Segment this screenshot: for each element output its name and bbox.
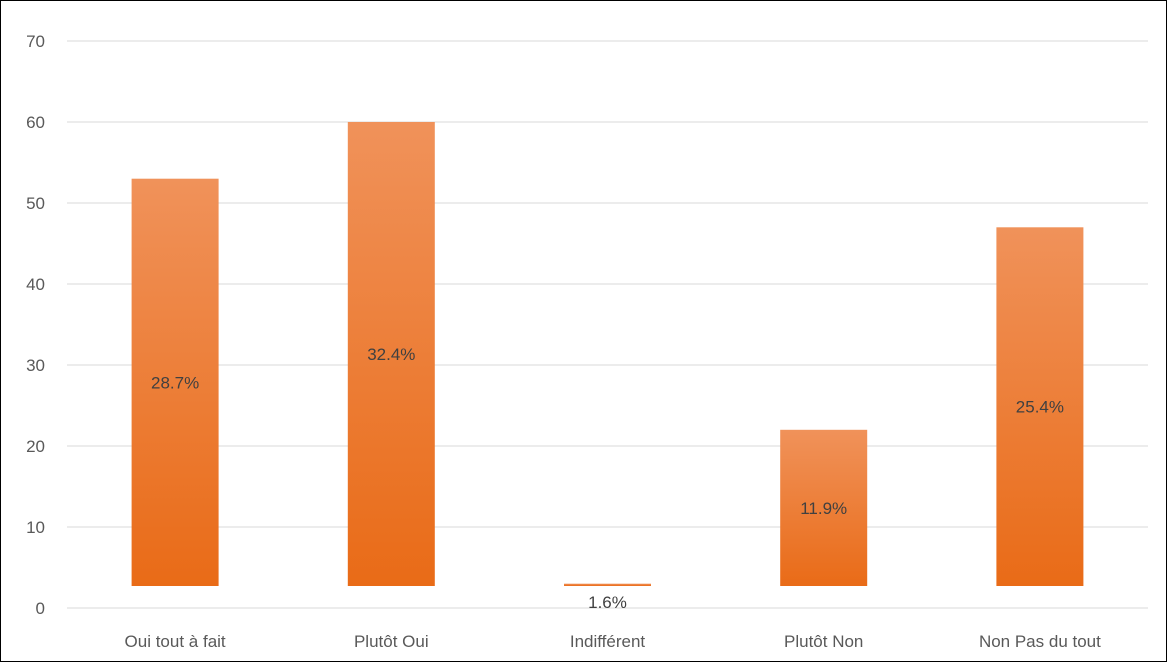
y-tick-label: 20	[26, 437, 45, 456]
bar	[996, 227, 1084, 587]
bar	[131, 178, 219, 586]
bar	[564, 583, 651, 586]
y-tick-label: 30	[26, 356, 45, 375]
bars	[131, 122, 1084, 587]
y-tick-label: 10	[26, 518, 45, 537]
gridlines	[67, 40, 1148, 609]
bar	[347, 122, 435, 586]
y-axis-ticks: 0 10 20 30 40 50 60 70	[26, 32, 45, 618]
y-tick-label: 50	[26, 194, 45, 213]
data-labels: 28.7% 32.4% 1.6% 11.9% 25.4%	[151, 345, 1064, 612]
x-tick-label: Plutôt Non	[784, 632, 863, 651]
y-tick-label: 40	[26, 275, 45, 294]
x-tick-label: Oui tout à fait	[125, 632, 226, 651]
bar	[780, 429, 868, 586]
data-label: 28.7%	[151, 373, 199, 392]
data-label: 25.4%	[1016, 398, 1064, 417]
data-label: 1.6%	[588, 593, 627, 612]
x-tick-label: Indifférent	[570, 632, 646, 651]
y-tick-label: 70	[26, 32, 45, 51]
x-axis-ticks: Oui tout à fait Plutôt Oui Indifférent Plut…	[125, 632, 1102, 651]
x-tick-label: Non Pas du tout	[979, 632, 1101, 651]
data-label: 32.4%	[367, 345, 415, 364]
y-tick-label: 0	[36, 599, 45, 618]
x-tick-label: Plutôt Oui	[354, 632, 429, 651]
data-label: 11.9%	[800, 499, 847, 518]
y-tick-label: 60	[26, 113, 45, 132]
